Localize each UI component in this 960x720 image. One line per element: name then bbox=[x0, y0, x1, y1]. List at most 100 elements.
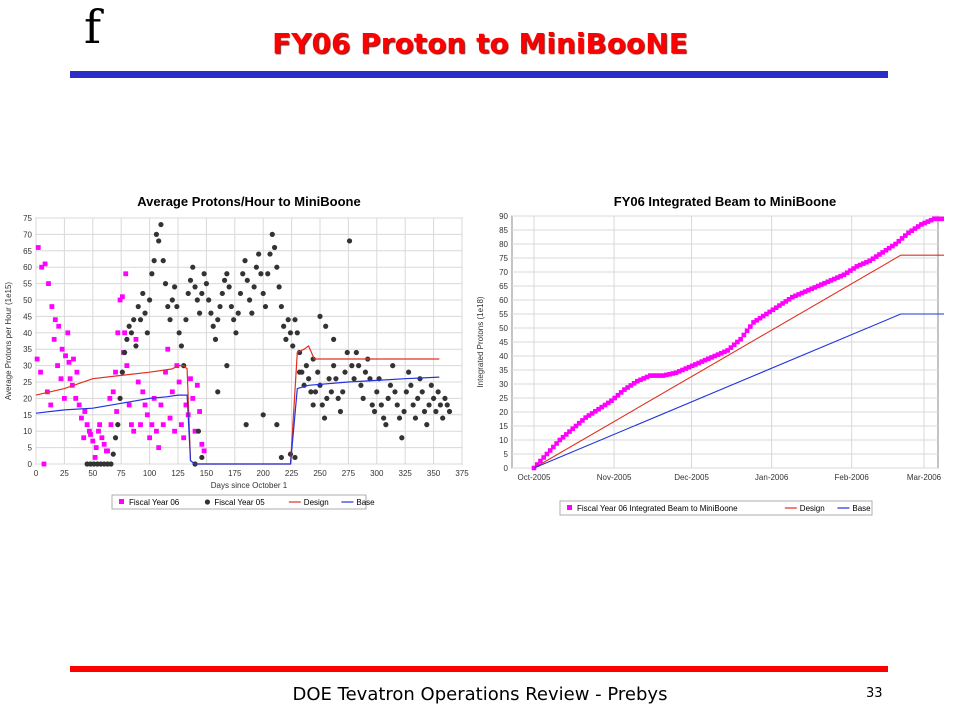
y-tick-label: 0 bbox=[504, 464, 509, 473]
data-point-fiscal-year-06-integrated-beam-to-miniboone bbox=[554, 441, 559, 446]
data-point-fiscal-year-05 bbox=[412, 415, 419, 421]
data-point-fiscal-year-05 bbox=[331, 363, 337, 369]
data-point-fiscal-year-06-integrated-beam-to-miniboone bbox=[854, 264, 860, 269]
y-tick-label: 70 bbox=[23, 230, 32, 239]
data-point-fiscal-year-06-integrated-beam-to-miniboone bbox=[567, 429, 572, 434]
data-point-fiscal-year-06-integrated-beam-to-miniboone bbox=[689, 363, 695, 369]
data-point-fiscal-year-06 bbox=[41, 461, 47, 467]
data-point-fiscal-year-05 bbox=[437, 402, 444, 408]
slide-title: FY06 Proton to MiniBooNE bbox=[272, 27, 688, 60]
data-point-fiscal-year-06-integrated-beam-to-miniboone bbox=[696, 360, 701, 366]
data-point-fiscal-year-06-integrated-beam-to-miniboone bbox=[838, 273, 844, 279]
legend-swatch-fiscal-year-06 bbox=[119, 499, 124, 504]
data-point-fiscal-year-06-integrated-beam-to-miniboone bbox=[809, 286, 814, 292]
data-point-fiscal-year-06-integrated-beam-to-miniboone bbox=[912, 226, 918, 231]
data-point-fiscal-year-06-integrated-beam-to-miniboone bbox=[825, 279, 831, 285]
data-point-fiscal-year-05 bbox=[165, 303, 171, 310]
data-point-fiscal-year-05 bbox=[119, 369, 125, 375]
data-point-fiscal-year-06-integrated-beam-to-miniboone bbox=[928, 217, 934, 223]
data-point-fiscal-year-05 bbox=[178, 343, 185, 349]
data-point-fiscal-year-06 bbox=[66, 359, 72, 365]
y-tick-label: 65 bbox=[23, 247, 32, 256]
y-tick-label: 35 bbox=[499, 366, 508, 375]
y-tick-label: 5 bbox=[28, 444, 33, 453]
data-point-fiscal-year-05 bbox=[260, 290, 266, 297]
data-point-fiscal-year-06 bbox=[167, 415, 173, 421]
chart-title: Average Protons/Hour to MiniBoone bbox=[137, 194, 360, 209]
data-point-fiscal-year-06-integrated-beam-to-miniboone bbox=[580, 418, 585, 423]
data-point-fiscal-year-05 bbox=[387, 382, 394, 388]
data-point-fiscal-year-05 bbox=[408, 382, 414, 388]
data-point-fiscal-year-06-integrated-beam-to-miniboone bbox=[706, 356, 711, 362]
data-point-fiscal-year-06 bbox=[39, 264, 45, 270]
x-tick-label: 350 bbox=[427, 469, 441, 478]
data-point-fiscal-year-06-integrated-beam-to-miniboone bbox=[864, 259, 869, 265]
data-point-fiscal-year-06 bbox=[135, 379, 141, 385]
y-tick-label: 50 bbox=[499, 324, 508, 333]
data-point-fiscal-year-06 bbox=[154, 428, 159, 434]
data-point-fiscal-year-06-integrated-beam-to-miniboone bbox=[725, 348, 731, 353]
data-point-fiscal-year-06 bbox=[156, 445, 162, 450]
data-point-fiscal-year-05 bbox=[212, 336, 219, 342]
data-point-fiscal-year-05 bbox=[278, 303, 284, 310]
y-tick-label: 15 bbox=[23, 411, 32, 420]
data-point-fiscal-year-05 bbox=[144, 330, 150, 336]
data-point-fiscal-year-05 bbox=[317, 382, 323, 388]
data-point-fiscal-year-05 bbox=[431, 395, 437, 401]
data-point-fiscal-year-06-integrated-beam-to-miniboone bbox=[773, 305, 779, 310]
data-point-fiscal-year-05 bbox=[151, 258, 157, 264]
data-point-fiscal-year-06 bbox=[190, 396, 196, 401]
data-point-fiscal-year-05 bbox=[401, 408, 407, 415]
data-point-fiscal-year-06-integrated-beam-to-miniboone bbox=[631, 381, 637, 386]
data-point-fiscal-year-06 bbox=[97, 422, 103, 428]
data-point-fiscal-year-05 bbox=[415, 395, 421, 401]
data-point-fiscal-year-05 bbox=[317, 313, 323, 319]
data-point-fiscal-year-05 bbox=[281, 323, 287, 329]
data-point-fiscal-year-05 bbox=[367, 376, 373, 382]
data-point-fiscal-year-06 bbox=[107, 396, 113, 401]
data-point-fiscal-year-06-integrated-beam-to-miniboone bbox=[547, 448, 553, 453]
data-point-fiscal-year-06 bbox=[122, 330, 128, 336]
data-point-fiscal-year-06 bbox=[144, 412, 150, 418]
data-point-fiscal-year-06-integrated-beam-to-miniboone bbox=[780, 301, 785, 306]
x-axis-label: Days since October 1 bbox=[211, 481, 288, 490]
data-point-fiscal-year-06 bbox=[82, 409, 88, 414]
data-point-fiscal-year-05 bbox=[240, 271, 246, 277]
data-point-fiscal-year-06-integrated-beam-to-miniboone bbox=[722, 349, 727, 355]
x-tick-label: 175 bbox=[228, 469, 242, 478]
data-point-fiscal-year-05 bbox=[360, 395, 366, 401]
data-point-fiscal-year-05 bbox=[324, 395, 330, 401]
y-tick-label: 85 bbox=[499, 226, 508, 235]
data-point-fiscal-year-05 bbox=[351, 376, 357, 382]
data-point-fiscal-year-05 bbox=[390, 363, 396, 369]
data-point-fiscal-year-06-integrated-beam-to-miniboone bbox=[551, 444, 556, 450]
data-point-fiscal-year-06 bbox=[113, 369, 118, 375]
y-tick-label: 20 bbox=[23, 394, 32, 403]
data-point-fiscal-year-06-integrated-beam-to-miniboone bbox=[718, 350, 724, 356]
data-point-fiscal-year-06-integrated-beam-to-miniboone bbox=[848, 268, 853, 273]
x-tick-label: Dec-2005 bbox=[674, 473, 709, 482]
data-point-fiscal-year-05 bbox=[278, 454, 284, 461]
data-point-fiscal-year-05 bbox=[142, 310, 148, 316]
data-point-fiscal-year-06-integrated-beam-to-miniboone bbox=[883, 248, 889, 253]
protons-per-hour-svg: Average Protons/Hour to MiniBoone 0 5 10 15 2… bbox=[4, 194, 469, 510]
data-point-fiscal-year-05 bbox=[190, 264, 196, 270]
data-point-fiscal-year-05 bbox=[265, 271, 271, 277]
data-point-fiscal-year-05 bbox=[292, 317, 298, 323]
y-tick-label: 75 bbox=[23, 214, 32, 223]
data-point-fiscal-year-05 bbox=[349, 363, 355, 369]
data-point-fiscal-year-06-integrated-beam-to-miniboone bbox=[857, 262, 863, 268]
data-point-fiscal-year-06-integrated-beam-to-miniboone bbox=[560, 434, 566, 440]
data-point-fiscal-year-06-integrated-beam-to-miniboone bbox=[712, 353, 718, 359]
data-point-fiscal-year-05 bbox=[176, 330, 182, 336]
data-point-fiscal-year-06 bbox=[55, 363, 60, 368]
integrated-beam-svg: FY06 Integrated Beam to MiniBoone 0 5 10 15 2… bbox=[476, 194, 960, 516]
data-point-fiscal-year-06 bbox=[133, 336, 139, 342]
data-point-fiscal-year-05 bbox=[253, 264, 259, 270]
data-point-fiscal-year-05 bbox=[167, 317, 173, 323]
data-point-fiscal-year-06 bbox=[48, 402, 54, 408]
data-point-fiscal-year-06-integrated-beam-to-miniboone bbox=[602, 402, 608, 408]
data-point-fiscal-year-06-integrated-beam-to-miniboone bbox=[751, 320, 756, 325]
x-tick-label: 325 bbox=[399, 469, 413, 478]
data-point-fiscal-year-05 bbox=[319, 402, 325, 408]
